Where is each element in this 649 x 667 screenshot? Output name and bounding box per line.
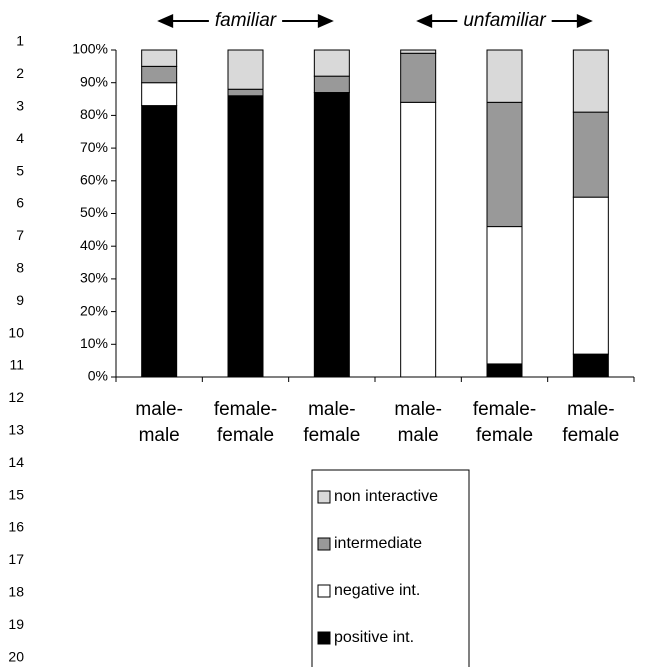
line-number: 11 — [9, 357, 24, 373]
line-number: 4 — [16, 130, 24, 146]
y-tick-label: 70% — [80, 139, 108, 155]
bar-segment-non-interactive — [572, 49, 609, 113]
bar-segment-positive-int — [141, 105, 178, 378]
bar-segment-negative-int — [141, 82, 178, 107]
legend-label: non interactive — [334, 488, 438, 505]
bar-segment-intermediate — [486, 101, 523, 228]
bar-segment-non-interactive — [141, 49, 178, 67]
category-label: male — [398, 425, 439, 446]
arrow-head-left — [416, 14, 433, 28]
y-tick-label: 60% — [80, 172, 108, 188]
category-label: female — [217, 425, 274, 446]
arrow-head-right — [317, 14, 334, 28]
category-label: male- — [308, 399, 356, 420]
line-number: 15 — [8, 486, 24, 502]
legend-label: intermediate — [334, 535, 422, 552]
category-label: male- — [567, 399, 615, 420]
line-numbers: 123456789101112131415161718192021 — [8, 33, 24, 665]
arrow-head-left — [157, 14, 174, 28]
bar-segment-non-interactive — [486, 49, 523, 103]
category-label: male- — [394, 399, 442, 420]
legend-label: positive int. — [334, 629, 414, 646]
category-label: male- — [135, 399, 183, 420]
category-label: female — [476, 425, 533, 446]
line-number: 2 — [16, 65, 24, 81]
category-label: male — [139, 425, 180, 446]
bar-segment-negative-int — [486, 226, 523, 365]
line-number: 3 — [16, 98, 24, 114]
line-number: 5 — [16, 162, 24, 178]
legend-swatch — [317, 537, 331, 551]
bar-segment-negative-int — [400, 101, 437, 378]
bar-segment-non-interactive — [227, 49, 264, 90]
line-number: 20 — [8, 648, 24, 664]
line-number: 7 — [16, 227, 24, 243]
y-tick-label: 100% — [72, 41, 108, 57]
arrow-head-right — [576, 14, 593, 28]
line-number: 14 — [8, 454, 24, 470]
y-tick-label: 40% — [80, 237, 108, 253]
bar-segment-non-interactive — [400, 49, 437, 54]
group-label: unfamiliar — [463, 10, 546, 31]
category-label: female- — [473, 399, 536, 420]
line-number: 12 — [8, 389, 24, 405]
y-tick-label: 20% — [80, 302, 108, 318]
bar-segment-positive-int — [227, 95, 264, 378]
category-label: female — [303, 425, 360, 446]
bar-segment-intermediate — [313, 75, 350, 94]
category-label: female- — [214, 399, 277, 420]
bar-segment-positive-int — [313, 92, 350, 378]
y-tick-label: 50% — [80, 204, 108, 220]
legend-swatch — [317, 631, 331, 645]
legend-swatch — [317, 584, 331, 598]
legend: non interactive intermediate negative int.… — [311, 469, 470, 667]
line-number: 16 — [8, 519, 24, 535]
line-number: 13 — [8, 422, 24, 438]
plot-area: 0% 10% 20% 30% 40% 50% 60% 70% 80% 90% 100% male-ma… — [72, 41, 635, 446]
legend-swatch — [317, 490, 331, 504]
bar-segment-intermediate — [227, 88, 264, 97]
line-number: 18 — [8, 584, 24, 600]
y-tick-label: 0% — [88, 368, 108, 384]
bar-segment-intermediate — [572, 111, 609, 198]
line-number: 6 — [16, 195, 24, 211]
bar-segment-intermediate — [400, 52, 437, 103]
y-tick-label: 80% — [80, 106, 108, 122]
bar-segment-positive-int — [486, 363, 523, 378]
group-headers: familiar unfamiliar — [157, 10, 593, 31]
bar-segment-positive-int — [572, 353, 609, 378]
line-number: 9 — [16, 292, 24, 308]
y-tick-label: 30% — [80, 270, 108, 286]
group-label: familiar — [215, 10, 277, 31]
legend-label: negative int. — [334, 582, 420, 599]
line-number: 17 — [8, 551, 24, 567]
bar-segment-non-interactive — [313, 49, 350, 77]
line-number: 8 — [16, 260, 24, 276]
y-tick-label: 90% — [80, 73, 108, 89]
legend-box — [311, 469, 470, 667]
bar-segment-negative-int — [572, 196, 609, 355]
y-tick-label: 10% — [80, 335, 108, 351]
line-number: 19 — [8, 616, 24, 632]
line-number: 10 — [8, 324, 24, 340]
line-number: 1 — [16, 33, 24, 49]
bar-segment-intermediate — [141, 65, 178, 84]
category-label: female — [562, 425, 619, 446]
